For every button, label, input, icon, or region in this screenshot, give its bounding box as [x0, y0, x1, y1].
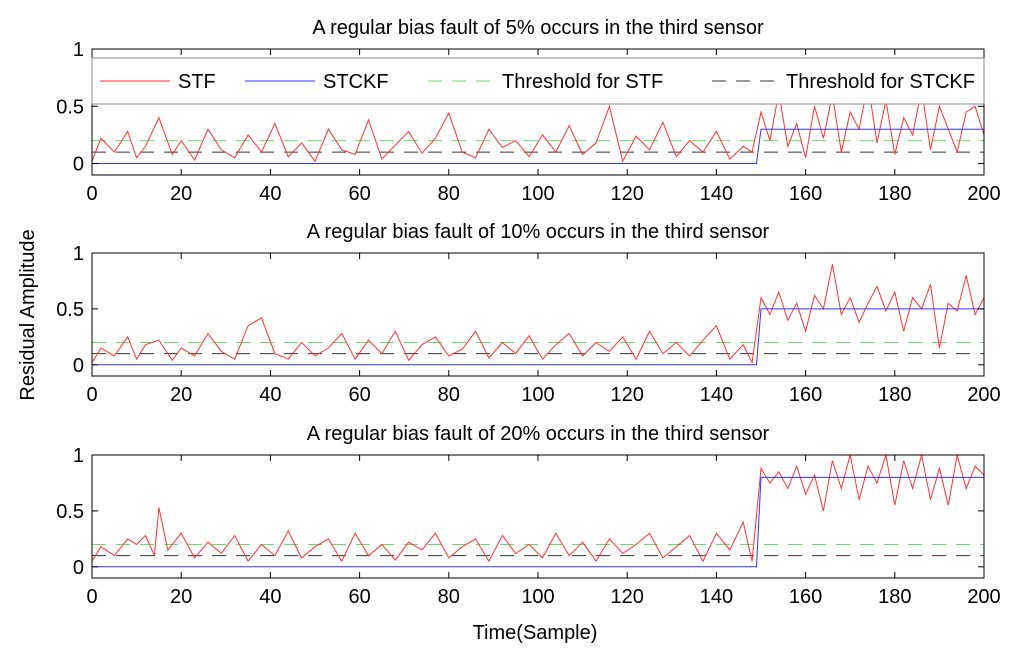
legend-label-threshold-for-stf: Threshold for STF [502, 71, 663, 93]
axes-box [91, 454, 985, 579]
x-tick-label: 160 [789, 586, 822, 608]
series-line-stckf [92, 128, 984, 164]
x-axis-label: Time(Sample) [473, 622, 598, 644]
series-group [92, 455, 984, 568]
x-tick-label: 140 [700, 586, 733, 608]
subplot-title: A regular bias fault of 5% occurs in the… [312, 17, 764, 39]
x-tick-label: 160 [789, 183, 822, 205]
x-tick-label: 120 [611, 183, 644, 205]
x-tick-label: 20 [170, 586, 192, 608]
y-tick-label: 1 [73, 39, 84, 61]
x-tick-label: 60 [348, 586, 370, 608]
legend-label-stckf: STCKF [323, 71, 389, 93]
x-tick-label: 120 [611, 384, 644, 406]
subplot-3: A regular bias fault of 20% occurs in th… [56, 423, 1001, 608]
series-line-stckf [92, 308, 984, 366]
x-tick-label: 100 [521, 384, 554, 406]
legend: STF STCKF Threshold for STF Threshold for S… [91, 57, 985, 105]
x-tick-label: 40 [259, 384, 281, 406]
x-tick-label: 140 [700, 183, 733, 205]
legend-label-threshold-for-stckf: Threshold for STCKF [786, 71, 975, 93]
x-tick-label: 200 [967, 183, 1000, 205]
x-tick-label: 180 [878, 384, 911, 406]
y-tick-label: 0 [73, 154, 84, 176]
y-tick-label: 0 [73, 355, 84, 377]
x-tick-label: 140 [700, 384, 733, 406]
x-tick-label: 80 [438, 586, 460, 608]
x-tick-label: 0 [86, 384, 97, 406]
x-tick-label: 100 [521, 183, 554, 205]
x-tick-label: 80 [438, 183, 460, 205]
series-line-stf [92, 264, 984, 365]
y-tick-label: 0.5 [56, 96, 84, 118]
x-tick-label: 60 [348, 183, 370, 205]
x-tick-label: 200 [967, 586, 1000, 608]
y-axis-label: Residual Amplitude [17, 229, 39, 400]
x-tick-label: 0 [86, 586, 97, 608]
subplot-title: A regular bias fault of 10% occurs in th… [307, 221, 770, 243]
x-tick-label: 180 [878, 586, 911, 608]
x-tick-label: 180 [878, 183, 911, 205]
x-tick-label: 160 [789, 384, 822, 406]
y-tick-label: 0 [73, 557, 84, 579]
x-tick-label: 120 [611, 586, 644, 608]
y-tick-label: 1 [73, 243, 84, 265]
subplot-title: A regular bias fault of 20% occurs in th… [307, 423, 770, 445]
subplot-1: A regular bias fault of 5% occurs in the… [56, 17, 1001, 205]
x-tick-label: 100 [521, 586, 554, 608]
x-tick-label: 0 [86, 183, 97, 205]
subplots: A regular bias fault of 5% occurs in the… [56, 17, 1001, 608]
x-tick-label: 60 [348, 384, 370, 406]
x-tick-label: 200 [967, 384, 1000, 406]
y-tick-label: 0.5 [56, 299, 84, 321]
series-line-stckf [92, 476, 984, 568]
subplot-2: A regular bias fault of 10% occurs in th… [56, 221, 1001, 406]
series-group [92, 264, 984, 366]
y-tick-label: 0.5 [56, 501, 84, 523]
axes-box [91, 252, 985, 377]
legend-label-stf: STF [178, 71, 216, 93]
x-tick-label: 20 [170, 384, 192, 406]
x-tick-label: 40 [259, 586, 281, 608]
y-tick-label: 1 [73, 445, 84, 467]
x-tick-label: 20 [170, 183, 192, 205]
series-line-stf [92, 455, 984, 563]
x-tick-label: 80 [438, 384, 460, 406]
x-tick-label: 40 [259, 183, 281, 205]
legend-box [91, 57, 985, 105]
